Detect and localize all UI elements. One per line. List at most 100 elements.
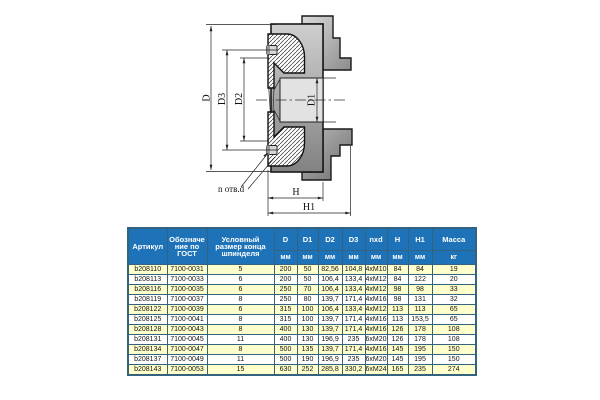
table-cell: 126 — [386, 324, 409, 335]
table-cell: 6xM24 — [364, 364, 388, 376]
table-cell: 7100-0043 — [166, 324, 208, 335]
table-cell: 100 — [296, 314, 319, 325]
table-cell: 4xM16 — [364, 314, 388, 325]
table-row: b208116 7100-0035 6 250 70 106,4 133,4 4xM12 98 9… — [127, 284, 477, 295]
table-cell: b208116 — [127, 284, 168, 295]
table-cell: 131 — [407, 294, 433, 305]
table-cell: 106,4 — [317, 304, 343, 315]
table-cell: 130 — [296, 324, 319, 335]
table-cell: 135 — [296, 344, 319, 355]
holes-leader-lines — [240, 152, 276, 190]
table-cell: 150 — [431, 354, 477, 365]
table-cell: 6 — [206, 284, 275, 295]
table-cell: 153,5 — [407, 314, 433, 325]
column-header-11: Масса — [431, 227, 477, 251]
table-cell: 4xM16 — [364, 324, 388, 335]
table-cell: 20 — [431, 274, 477, 285]
table-cell: 15 — [206, 364, 275, 376]
column-header-6: D2 — [317, 227, 343, 251]
table-cell: 50 — [296, 274, 319, 285]
unit-header-8: мм — [364, 250, 388, 265]
table-cell: 500 — [273, 354, 298, 365]
table-cell: 130 — [296, 334, 319, 345]
column-header-1: Артикул — [127, 227, 168, 265]
unit-header-11: кг — [431, 250, 477, 265]
table-cell: 7100-0045 — [166, 334, 208, 345]
table-cell: 171,4 — [341, 294, 366, 305]
table-cell: b208119 — [127, 294, 168, 305]
table-cell: 285,8 — [317, 364, 343, 376]
table-cell: 196,9 — [317, 334, 343, 345]
table-cell: 171,4 — [341, 324, 366, 335]
column-header-3: Условный размер конца шпинделя — [206, 227, 275, 265]
label-holes-note: n отв.d — [218, 184, 245, 194]
table-cell: 7100-0037 — [166, 294, 208, 305]
dimension-labels: D D3 D2 D1 H H1 n отв.d — [202, 93, 318, 213]
table-cell: 200 — [273, 274, 298, 285]
table-cell: 100 — [296, 304, 319, 315]
table-cell: 195 — [407, 344, 433, 355]
table-cell: 8 — [206, 344, 275, 355]
table-cell: 98 — [386, 284, 409, 295]
table-cell: 50 — [296, 264, 319, 275]
table-cell: 33 — [431, 284, 477, 295]
table-cell: 133,4 — [341, 284, 366, 295]
table-cell: 8 — [206, 324, 275, 335]
table-cell: 84 — [386, 264, 409, 275]
table-cell: 4xM12 — [364, 274, 388, 285]
table-cell: 315 — [273, 304, 298, 315]
label-H: H — [292, 187, 299, 198]
unit-header-5: мм — [296, 250, 319, 265]
table-cell: 171,4 — [341, 314, 366, 325]
table-cell: 122 — [407, 274, 433, 285]
table-cell: 113 — [386, 304, 409, 315]
table-cell: 139,7 — [317, 344, 343, 355]
table-cell: 4xM16 — [364, 294, 388, 305]
table-cell: 235 — [341, 354, 366, 365]
unit-header-4: мм — [273, 250, 298, 265]
table-cell: 4xM12 — [364, 284, 388, 295]
table-cell: 4xM10 — [364, 264, 388, 275]
column-header-4: D — [273, 227, 298, 251]
table-cell: 65 — [431, 314, 477, 325]
table-cell: 7100-0033 — [166, 274, 208, 285]
table-cell: 80 — [296, 294, 319, 305]
table-cell: 11 — [206, 334, 275, 345]
table-cell: 108 — [431, 334, 477, 345]
table-cell: 84 — [386, 274, 409, 285]
table-cell: 250 — [273, 284, 298, 295]
table-row: b208110 7100-0031 5 200 50 82,56 104,8 4xM10 84 8… — [127, 264, 477, 275]
table-cell: 400 — [273, 334, 298, 345]
column-header-8: nxd — [364, 227, 388, 251]
column-header-7: D3 — [341, 227, 366, 251]
table-cell: 145 — [386, 344, 409, 355]
extension-lines — [206, 24, 351, 216]
table-cell: 19 — [431, 264, 477, 275]
table-cell: b208128 — [127, 324, 168, 335]
table-cell: 4xM12 — [364, 304, 388, 315]
table-cell: 65 — [431, 304, 477, 315]
table-cell: 196,9 — [317, 354, 343, 365]
table-cell: 98 — [407, 284, 433, 295]
table-cell: 98 — [386, 294, 409, 305]
table-cell: 400 — [273, 324, 298, 335]
table-cell: 7100-0053 — [166, 364, 208, 376]
table-cell: 32 — [431, 294, 477, 305]
table-cell: 6 — [206, 274, 275, 285]
technical-drawing: D D3 D2 D1 H H1 n отв.d — [202, 15, 353, 216]
unit-header-7: мм — [341, 250, 366, 265]
table-cell: 84 — [407, 264, 433, 275]
table-cell: 7100-0035 — [166, 284, 208, 295]
table-row: b208125 7100-0041 8 315 100 139,7 171,4 4xM16 11… — [127, 314, 477, 325]
table-row: b208122 7100-0039 6 315 100 106,4 133,4 4xM12 11… — [127, 304, 477, 315]
table-cell: b208143 — [127, 364, 168, 376]
label-D3: D3 — [217, 93, 228, 105]
table-row: b208119 7100-0037 8 250 80 139,7 171,4 4xM16 98 1… — [127, 294, 477, 305]
table-cell: b208122 — [127, 304, 168, 315]
table-cell: 126 — [386, 334, 409, 345]
column-header-10: H1 — [407, 227, 433, 251]
label-D: D — [202, 94, 213, 101]
table-cell: 7100-0047 — [166, 344, 208, 355]
table-cell: 200 — [273, 264, 298, 275]
